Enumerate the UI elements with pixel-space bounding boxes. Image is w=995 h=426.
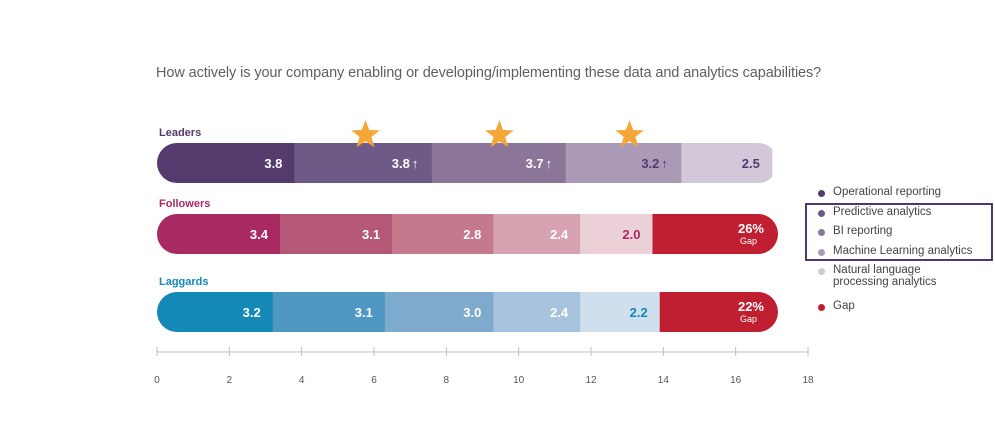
chart-title: How actively is your company enabling or… xyxy=(156,65,822,81)
up-arrow-icon: ↑ xyxy=(661,156,668,171)
bar-value-label: 2.2 xyxy=(630,305,648,320)
x-tick-label: 6 xyxy=(371,375,377,386)
bar-segment-predictive-analytics xyxy=(279,214,393,254)
bar-value-label: 3.1 xyxy=(355,305,373,320)
bar-value-label: 3.4 xyxy=(250,227,269,242)
bar-row-laggards xyxy=(157,292,778,332)
x-tick-label: 2 xyxy=(227,375,233,386)
bar-segment-gap xyxy=(659,292,778,332)
star-icon xyxy=(485,120,514,148)
legend: Operational reporting Predictive analytic… xyxy=(818,186,972,320)
bar-value-label: 2.8 xyxy=(463,227,481,242)
bar-value-label: 2.4 xyxy=(550,305,569,320)
bar-segment-machine-learning-analytics xyxy=(493,214,581,254)
bar-segment-natural-language-processing-analytics xyxy=(580,292,661,332)
legend-dot-icon xyxy=(818,268,825,275)
x-tick-label: 4 xyxy=(299,375,305,386)
x-tick-label: 18 xyxy=(802,375,814,386)
bar-segment-bi-reporting xyxy=(384,292,494,332)
legend-dot-icon xyxy=(818,304,825,311)
legend-label: Machine Learning analytics xyxy=(833,244,973,257)
gap-value-label: 22% xyxy=(738,299,764,314)
bar-value-label: 3.1 xyxy=(362,227,380,242)
legend-dot-icon xyxy=(818,190,825,197)
star-icon xyxy=(615,120,644,148)
bar-segment-natural-language-processing-analytics xyxy=(681,143,773,183)
bar-segment-operational-reporting xyxy=(157,214,281,254)
row-label-leaders: Leaders xyxy=(159,127,201,139)
row-label-laggards: Laggards xyxy=(159,276,209,288)
bar-value-label: 3.7 xyxy=(526,156,544,171)
bar-segment-operational-reporting xyxy=(157,143,295,183)
up-arrow-icon: ↑ xyxy=(546,156,553,171)
legend-label: Gap xyxy=(833,300,855,312)
bar-value-label: 2.5 xyxy=(742,156,760,171)
legend-label: Predictive analytics xyxy=(833,205,932,218)
bar-value-label: 3.2 xyxy=(243,305,261,320)
bar-value-label: 3.0 xyxy=(463,305,481,320)
legend-dot-icon xyxy=(818,248,825,256)
x-tick-label: 12 xyxy=(585,375,597,386)
legend-label: Operational reporting xyxy=(833,186,942,198)
star-icon xyxy=(351,120,380,148)
legend-item: Natural language processing analytics xyxy=(818,264,972,300)
bar-segment-gap xyxy=(652,214,778,254)
gap-sub-label: Gap xyxy=(740,314,757,324)
bar-value-label: 3.2 xyxy=(641,156,659,171)
legend-label: BI reporting xyxy=(833,225,893,237)
legend-dot-icon xyxy=(818,209,825,217)
legend-item: Operational reporting xyxy=(818,186,972,206)
bar-value-label: 2.0 xyxy=(622,227,640,242)
x-tick-label: 14 xyxy=(658,375,670,386)
legend-item: Machine Learning analytics xyxy=(818,245,972,265)
x-tick-label: 10 xyxy=(513,375,525,386)
x-tick-label: 8 xyxy=(444,375,450,386)
x-tick-label: 0 xyxy=(154,375,160,386)
bar-segment-predictive-analytics xyxy=(272,292,386,332)
legend-item: Gap xyxy=(818,300,972,320)
bar-value-label: 3.8 xyxy=(264,156,282,171)
bar-segment-bi-reporting xyxy=(431,143,567,183)
legend-item: BI reporting xyxy=(818,225,972,245)
legend-label: Natural language processing analytics xyxy=(833,264,937,288)
gap-value-label: 26% xyxy=(738,221,764,236)
legend-dot-icon xyxy=(818,229,825,236)
x-tick-label: 16 xyxy=(730,375,742,386)
gap-sub-label: Gap xyxy=(740,236,757,246)
bar-segment-bi-reporting xyxy=(392,214,494,254)
bar-segment-operational-reporting xyxy=(157,292,274,332)
legend-item: Predictive analytics xyxy=(818,206,972,226)
bar-value-label: 2.4 xyxy=(550,227,569,242)
bar-segment-predictive-analytics xyxy=(294,143,433,183)
bar-segment-natural-language-processing-analytics xyxy=(580,214,653,254)
bar-row-followers xyxy=(157,214,778,254)
legend-highlight-box xyxy=(805,203,993,261)
row-label-followers: Followers xyxy=(159,198,210,210)
bar-row-leaders xyxy=(157,143,773,183)
bar-value-label: 3.8 xyxy=(392,156,410,171)
bar-segment-machine-learning-analytics xyxy=(493,292,581,332)
up-arrow-icon: ↑ xyxy=(412,156,419,171)
bar-segment-machine-learning-analytics xyxy=(565,143,682,183)
